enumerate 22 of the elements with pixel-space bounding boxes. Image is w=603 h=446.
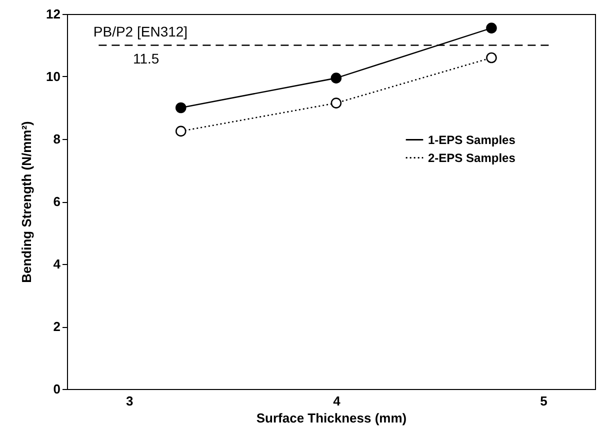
x-tick-label: 5 — [540, 394, 548, 408]
y-tick-label: 6 — [53, 194, 60, 209]
y-tick-label: 12 — [46, 6, 60, 22]
point — [330, 98, 342, 108]
x-tick-label: 4 — [333, 394, 342, 408]
annotation: 11.5 — [133, 50, 160, 66]
point — [486, 52, 497, 64]
point — [175, 102, 186, 114]
x-tick-label: 3 — [126, 394, 134, 408]
y-tick-label: 8 — [53, 132, 60, 146]
y-tick-label: 10 — [46, 69, 60, 84]
point — [486, 22, 497, 34]
y-axis-title: Bending Strength (N/mm²) — [19, 121, 34, 283]
ref-line-label: PB/P2 [EN312] — [93, 23, 188, 40]
y-tick-label: 0 — [53, 382, 60, 396]
point — [175, 126, 186, 137]
y-tick-label: 2 — [53, 319, 60, 334]
legend-label: 1-EPS Samples — [428, 132, 516, 147]
legend-label: 2-EPS Samples — [428, 150, 516, 165]
x-axis-title: Surface Thickness (mm) — [256, 410, 407, 426]
y-tick-label: 4 — [53, 256, 62, 272]
point — [330, 72, 342, 84]
